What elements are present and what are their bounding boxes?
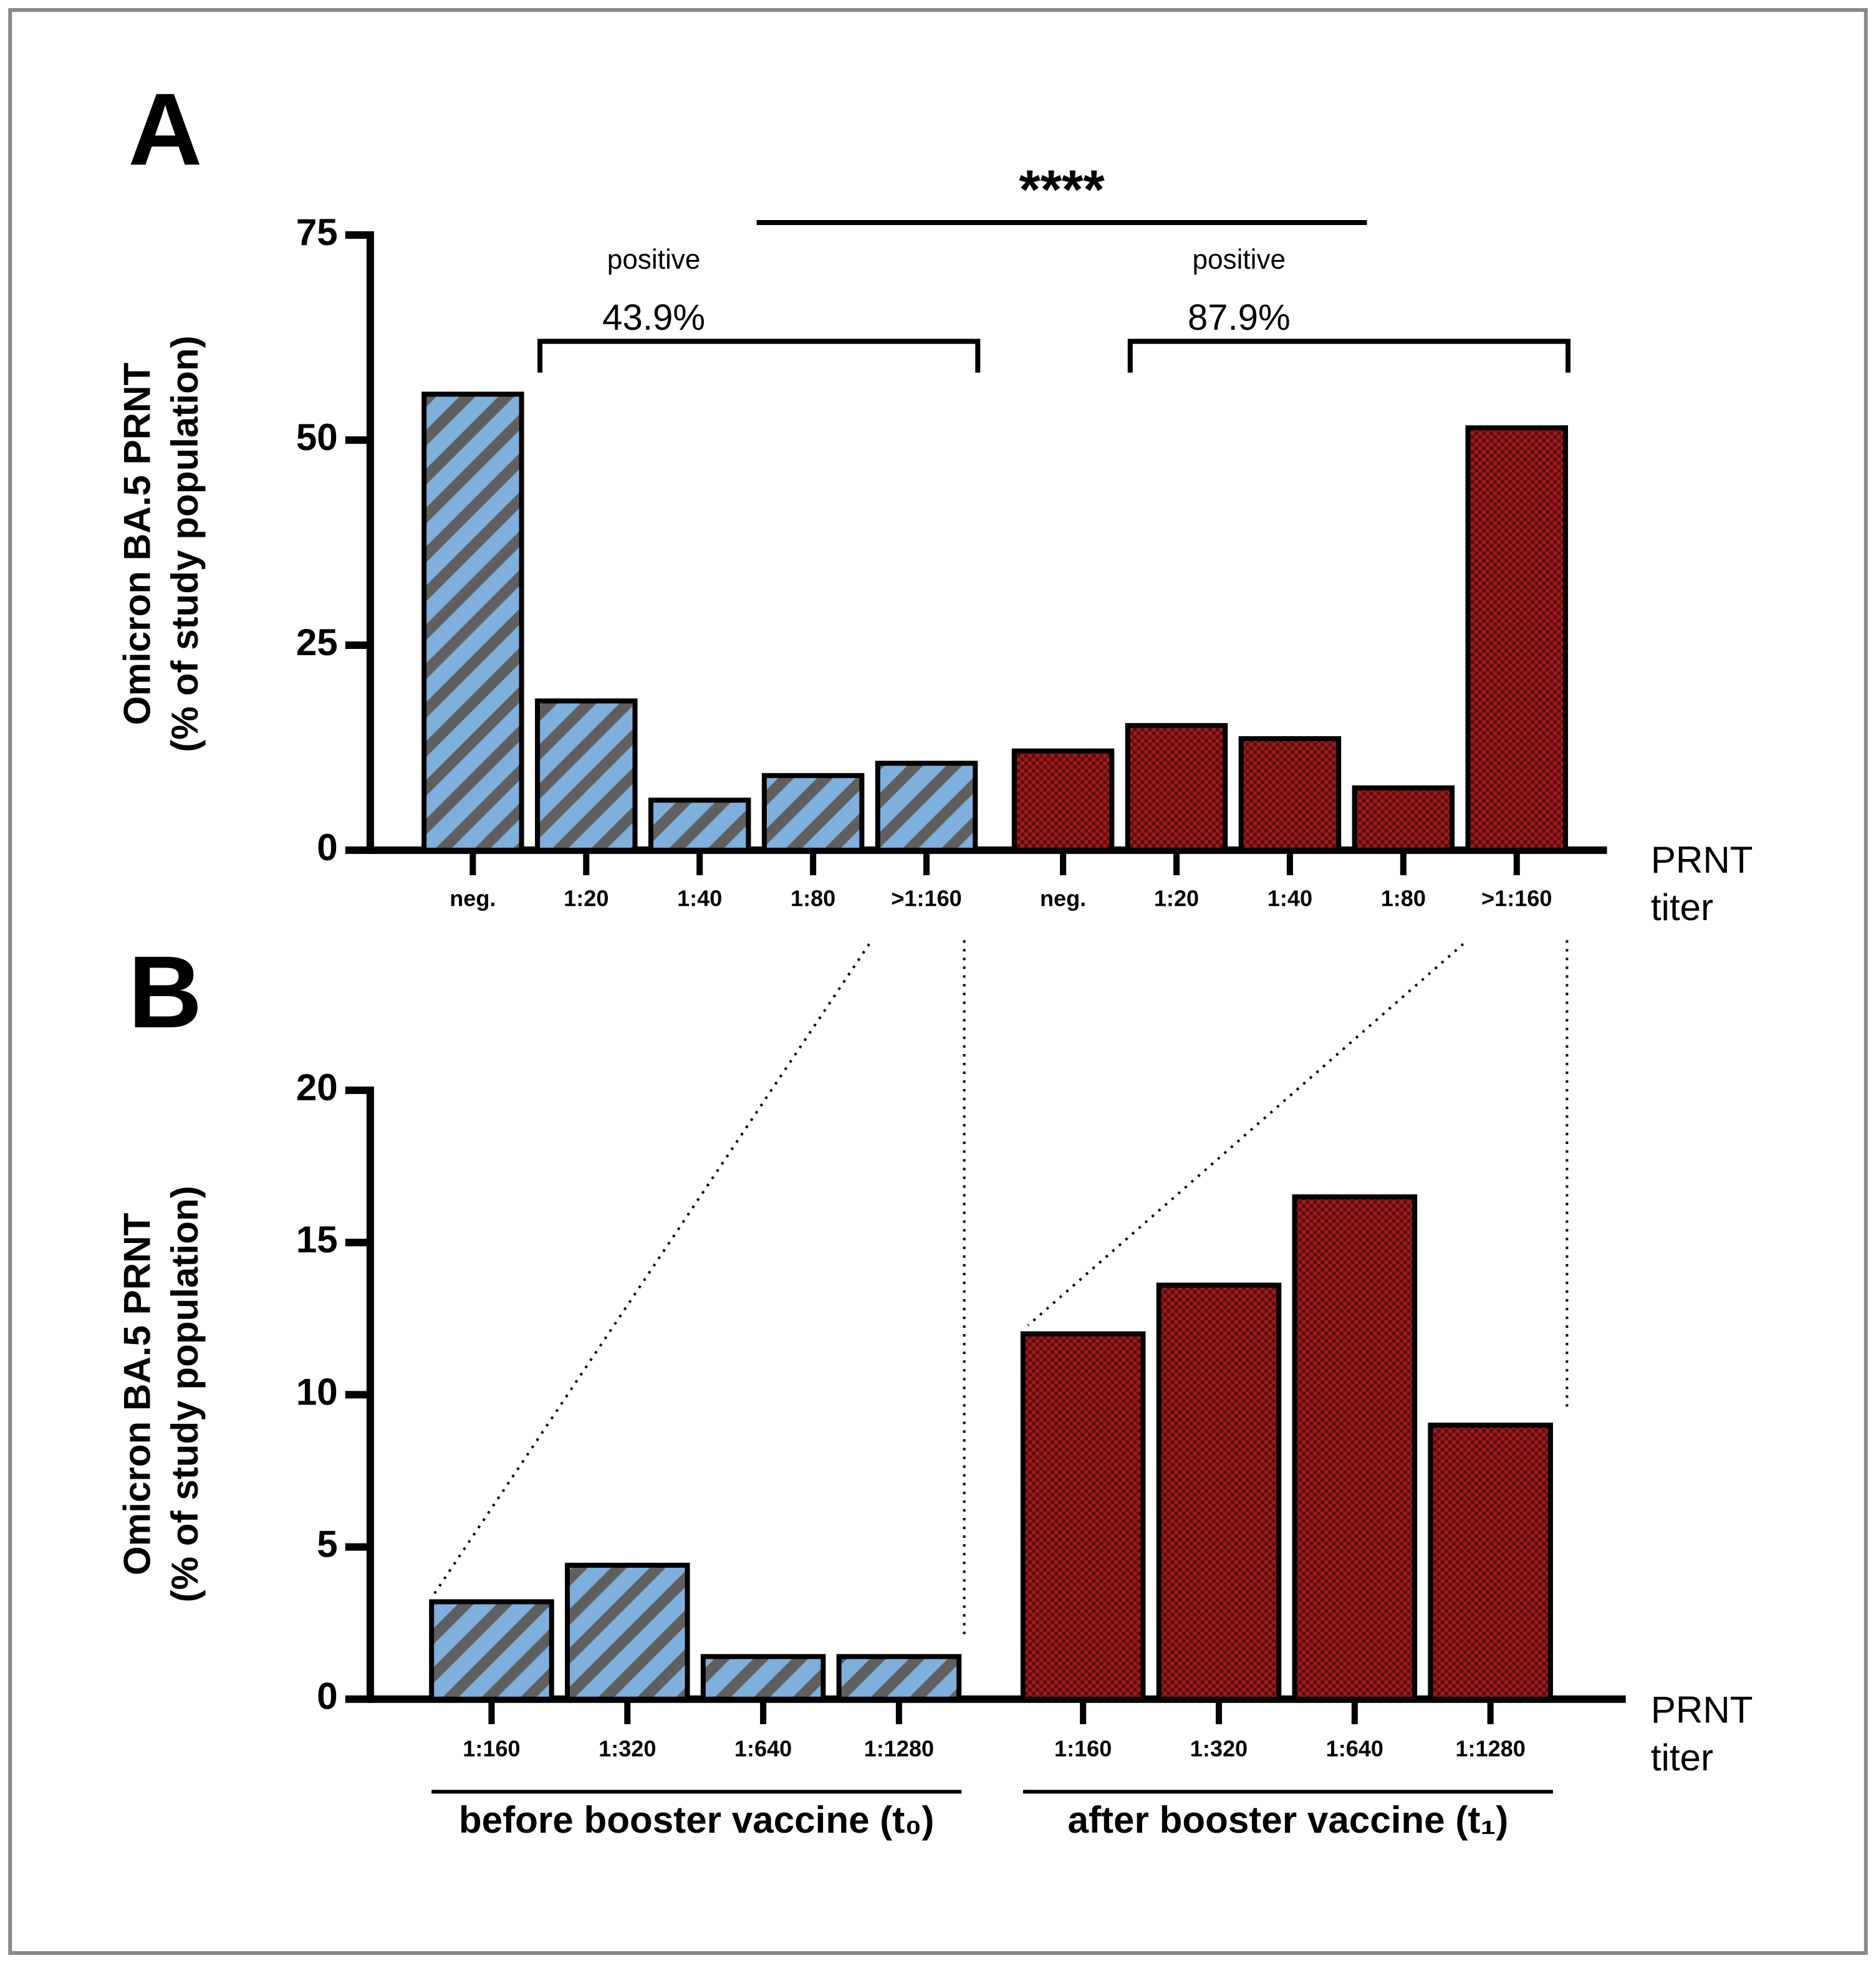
group-label: before booster vaccine (t₀) <box>459 1799 935 1841</box>
bar <box>535 698 638 853</box>
x-tick-label: 1:80 <box>791 886 835 911</box>
y-axis-label: (% of study population) <box>164 335 206 752</box>
y-tick-label: 20 <box>296 1067 338 1108</box>
bar <box>836 1654 962 1702</box>
y-tick-label: 25 <box>296 622 338 663</box>
x-axis-label: titer <box>1651 1737 1713 1778</box>
bar <box>700 1654 826 1702</box>
bar <box>564 1562 690 1702</box>
bracket-value: 43.9% <box>602 297 705 338</box>
x-tick-label: >1:160 <box>891 886 961 911</box>
x-tick-label: 1:80 <box>1381 886 1426 911</box>
bar <box>648 797 751 853</box>
x-tick-label: >1:160 <box>1481 886 1552 911</box>
x-tick-label: 1:640 <box>1326 1736 1383 1762</box>
bar <box>1352 785 1455 853</box>
y-tick-label: 0 <box>317 1676 337 1717</box>
bar <box>1011 748 1115 853</box>
x-tick-label: 1:160 <box>463 1736 520 1762</box>
x-axis-label: titer <box>1651 886 1713 928</box>
y-tick-label: 10 <box>296 1371 338 1413</box>
bar <box>429 1599 554 1702</box>
bracket-label: positive <box>607 244 701 275</box>
x-tick-label: 1:640 <box>734 1736 792 1762</box>
x-tick-label: 1:40 <box>1268 886 1312 911</box>
panel-letter: A <box>128 72 203 186</box>
x-tick-label: 1:20 <box>1154 886 1199 911</box>
x-axis-label: PRNT <box>1651 839 1753 881</box>
bar <box>1156 1282 1282 1702</box>
x-tick-label: 1:160 <box>1054 1736 1112 1762</box>
bar <box>1292 1194 1418 1702</box>
group-label: after booster vaccine (t₁) <box>1067 1799 1508 1841</box>
significance-label: **** <box>1019 158 1105 220</box>
bracket <box>1127 338 1571 373</box>
frame <box>8 8 1868 1955</box>
y-tick-label: 0 <box>317 827 337 868</box>
bar <box>875 761 978 853</box>
x-tick-label: neg. <box>450 886 496 911</box>
bar <box>1020 1331 1146 1702</box>
bar <box>1465 425 1568 853</box>
bracket-value: 87.9% <box>1188 297 1291 338</box>
y-axis-label: Omicron BA.5 PRNT <box>117 1212 158 1575</box>
bracket <box>537 338 981 373</box>
bar <box>1125 722 1228 853</box>
y-tick-label: 50 <box>296 416 338 458</box>
bar <box>1428 1423 1553 1702</box>
bracket-label: positive <box>1192 244 1286 275</box>
x-tick-label: 1:20 <box>564 886 608 911</box>
panel-letter: B <box>128 934 203 1049</box>
x-axis-label: PRNT <box>1651 1689 1753 1731</box>
y-axis-label: (% of study population) <box>164 1186 206 1602</box>
zoom-lines <box>433 940 1569 1638</box>
x-tick-label: 1:320 <box>599 1736 656 1762</box>
x-tick-label: 1:320 <box>1190 1736 1248 1762</box>
y-tick-label: 75 <box>296 211 338 253</box>
y-tick-label: 15 <box>296 1219 338 1260</box>
x-tick-label: 1:1280 <box>864 1736 934 1762</box>
y-tick-label: 5 <box>317 1523 337 1565</box>
x-tick-label: 1:40 <box>677 886 722 911</box>
bar <box>761 773 865 853</box>
x-tick-label: neg. <box>1040 886 1086 911</box>
y-axis-label: Omicron BA.5 PRNT <box>117 362 158 725</box>
bar <box>1238 736 1342 853</box>
bar <box>421 391 524 853</box>
x-tick-label: 1:1280 <box>1455 1736 1525 1762</box>
